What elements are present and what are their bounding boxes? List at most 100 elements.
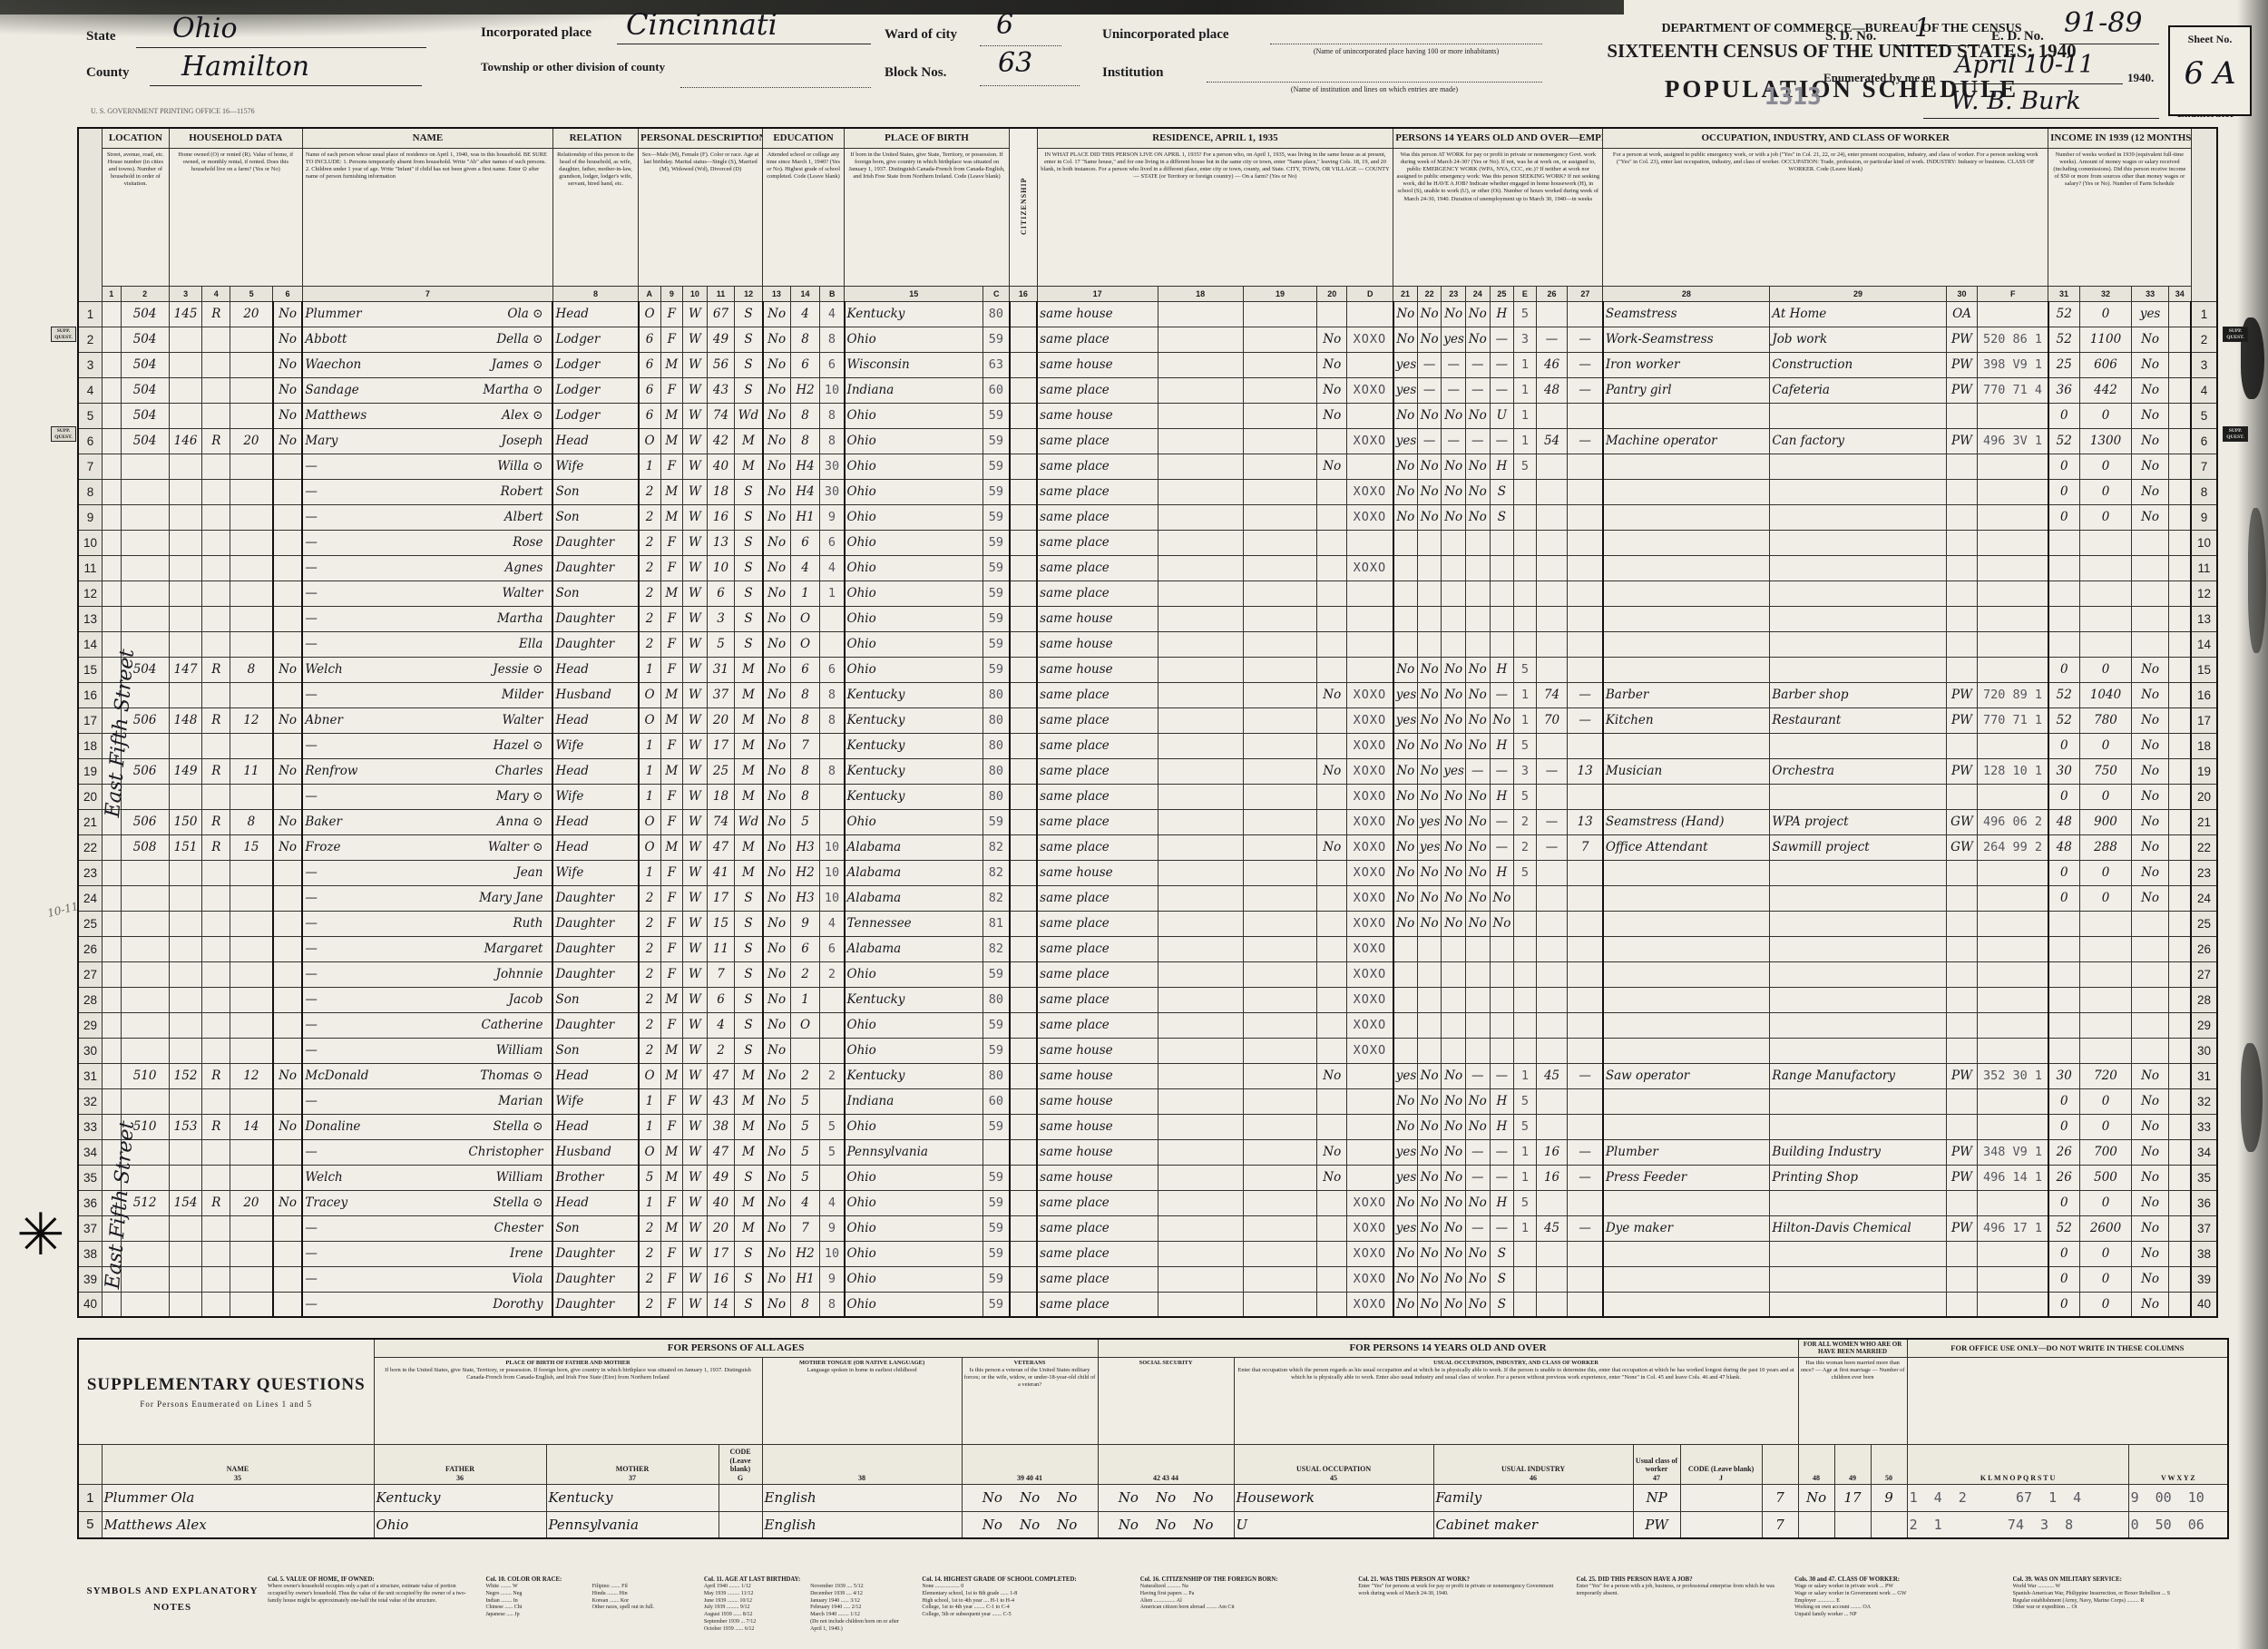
cell[interactable] <box>271 1138 303 1166</box>
cell[interactable] <box>201 453 231 480</box>
cell[interactable]: 154 <box>168 1189 203 1216</box>
cell[interactable] <box>168 910 203 937</box>
cell[interactable]: — <box>1441 427 1466 454</box>
cell[interactable] <box>1567 910 1604 937</box>
cell[interactable]: No <box>271 834 303 861</box>
cell[interactable] <box>1567 859 1604 886</box>
cell[interactable]: — <box>1567 326 1604 353</box>
cell[interactable] <box>1416 961 1442 988</box>
cell[interactable]: No <box>1416 1113 1442 1140</box>
cell[interactable]: M <box>734 732 764 759</box>
cell[interactable]: M <box>734 834 764 861</box>
cell[interactable]: S <box>734 605 764 632</box>
cell[interactable]: No <box>1316 834 1348 861</box>
cell[interactable]: 14 <box>230 1113 274 1140</box>
cell[interactable]: No <box>761 478 791 505</box>
cell[interactable]: Irene <box>414 1240 553 1267</box>
cell[interactable] <box>271 1037 303 1064</box>
cell[interactable]: No <box>1464 402 1491 429</box>
cell[interactable] <box>1242 884 1318 912</box>
block-value[interactable]: 63 <box>998 47 1033 79</box>
cell[interactable] <box>120 783 170 810</box>
cell[interactable] <box>1945 1113 1979 1140</box>
cell[interactable]: M <box>734 656 764 683</box>
cell[interactable]: No <box>761 300 791 327</box>
cell[interactable]: yes <box>1392 351 1418 378</box>
cell[interactable] <box>1601 910 1771 937</box>
cell[interactable]: Walter <box>414 580 553 607</box>
cell[interactable]: 37 <box>706 681 736 708</box>
cell[interactable] <box>1567 1011 1604 1039</box>
cell[interactable]: M <box>734 427 764 454</box>
cell[interactable]: Kentucky <box>843 757 984 785</box>
cell[interactable]: 2 <box>637 554 661 581</box>
cell[interactable]: 0 <box>2047 1189 2080 1216</box>
cell[interactable]: R <box>201 808 231 835</box>
cell[interactable]: No <box>761 656 791 683</box>
cell[interactable] <box>1316 935 1348 962</box>
cell[interactable] <box>1535 656 1569 683</box>
cell[interactable] <box>1157 605 1244 632</box>
cell[interactable] <box>1242 630 1318 658</box>
cell[interactable]: Wd <box>734 808 764 835</box>
cell[interactable] <box>1316 910 1348 937</box>
cell[interactable]: M <box>734 783 764 810</box>
cell[interactable]: 56 <box>706 351 736 378</box>
cell[interactable]: Thomas ⊙ <box>414 1062 553 1089</box>
cell[interactable]: F <box>660 1189 684 1216</box>
cell[interactable] <box>2047 1011 2080 1039</box>
cell[interactable] <box>1489 935 1515 962</box>
cell[interactable] <box>2078 935 2133 962</box>
cell[interactable] <box>1601 1088 1771 1115</box>
cell[interactable]: Dorothy <box>414 1291 553 1318</box>
cell[interactable] <box>1945 402 1979 429</box>
cell[interactable]: H3 <box>789 834 821 861</box>
cell[interactable]: — <box>1464 1138 1491 1166</box>
cell[interactable]: F <box>660 808 684 835</box>
cell[interactable]: Head <box>552 300 640 327</box>
cell[interactable]: No <box>2131 503 2170 531</box>
cell[interactable]: 40 <box>706 1189 736 1216</box>
cell[interactable] <box>2131 529 2170 556</box>
cell[interactable] <box>1441 580 1466 607</box>
cell[interactable]: same place <box>1036 503 1158 531</box>
cell[interactable] <box>2047 529 2080 556</box>
cell[interactable]: No <box>761 961 791 988</box>
cell[interactable]: GW <box>1945 834 1979 861</box>
cell[interactable]: William <box>414 1164 553 1191</box>
cell[interactable] <box>230 1088 274 1115</box>
cell[interactable]: Marian <box>414 1088 553 1115</box>
cell[interactable]: F <box>660 1088 684 1115</box>
cell[interactable]: Walter ⊙ <box>414 834 553 861</box>
cell[interactable]: F <box>660 605 684 632</box>
supp-cell[interactable]: NP <box>1632 1483 1681 1512</box>
cell[interactable]: — <box>1567 681 1604 708</box>
cell[interactable]: No <box>761 1138 791 1166</box>
cell[interactable]: S <box>734 503 764 531</box>
cell[interactable] <box>2131 910 2170 937</box>
cell[interactable] <box>1242 605 1318 632</box>
cell[interactable] <box>1416 1037 1442 1064</box>
cell[interactable]: 1040 <box>2078 681 2133 708</box>
cell[interactable]: 11 <box>706 935 736 962</box>
cell[interactable] <box>1242 961 1318 988</box>
cell[interactable]: same house <box>1036 656 1158 683</box>
cell[interactable]: Kentucky <box>843 732 984 759</box>
cell[interactable]: 506 <box>120 707 170 734</box>
cell[interactable]: Sandage <box>301 376 415 404</box>
cell[interactable]: O <box>637 808 661 835</box>
cell[interactable]: same place <box>1036 478 1158 505</box>
cell[interactable]: H <box>1489 453 1515 480</box>
cell[interactable]: S <box>1489 503 1515 531</box>
cell[interactable]: W <box>682 884 708 912</box>
cell[interactable] <box>1242 681 1318 708</box>
cell[interactable] <box>1769 884 1947 912</box>
cell[interactable]: Ohio <box>843 1164 984 1191</box>
cell[interactable] <box>230 1265 274 1293</box>
cell[interactable]: same place <box>1036 707 1158 734</box>
cell[interactable]: 780 <box>2078 707 2133 734</box>
cell[interactable]: No <box>2131 681 2170 708</box>
cell[interactable]: F <box>660 1291 684 1318</box>
cell[interactable] <box>1392 554 1418 581</box>
cell[interactable]: M <box>660 707 684 734</box>
